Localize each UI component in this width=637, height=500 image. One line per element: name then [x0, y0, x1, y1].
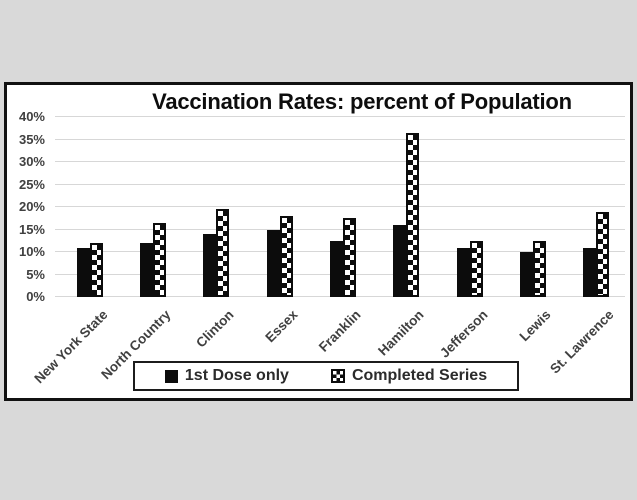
y-axis-tick-label: 5%	[26, 266, 45, 282]
y-axis-tick-label: 25%	[18, 176, 45, 192]
bar-completed-series-franklin	[343, 218, 356, 297]
y-axis-tick-label: 15%	[18, 221, 45, 237]
bar-1st-dose-only-jefferson	[456, 247, 470, 297]
x-axis-category-label: New York State	[31, 307, 111, 387]
bar-completed-series-lewis	[533, 240, 546, 297]
bar-1st-dose-only-essex	[266, 229, 280, 297]
y-axis-tick-label: 10%	[18, 244, 45, 259]
y-axis-tick-label: 20%	[18, 199, 45, 214]
bar-1st-dose-only-new-york-state	[76, 247, 90, 297]
y-axis-tick-label: 40%	[18, 109, 45, 124]
legend-item: 1st Dose only	[164, 367, 289, 385]
gridline	[55, 228, 625, 230]
gridline	[55, 206, 625, 207]
bar-1st-dose-only-lewis	[520, 252, 533, 297]
legend-item: Completed Series	[330, 367, 488, 385]
bar-completed-series-hamilton	[406, 132, 420, 297]
chart-title: Vaccination Rates: percent of Population	[152, 89, 572, 114]
legend-swatch-1st-dose-only-icon	[164, 369, 178, 383]
y-axis-tick-label: 0%	[26, 289, 45, 304]
gridline	[55, 138, 625, 140]
bar-1st-dose-only-st-lawrence	[583, 247, 597, 297]
chart-frame: Vaccination Rates: percent of Population…	[4, 82, 633, 401]
bar-1st-dose-only-clinton	[203, 234, 217, 297]
bar-1st-dose-only-franklin	[330, 240, 343, 297]
legend: 1st Dose only Completed Series	[133, 361, 519, 391]
gridline	[55, 183, 625, 185]
bar-completed-series-new-york-state	[89, 243, 103, 297]
plot-area	[55, 116, 625, 297]
gridline	[55, 161, 625, 162]
bar-completed-series-st-lawrence	[596, 211, 610, 297]
bar-1st-dose-only-hamilton	[393, 225, 407, 297]
gridline	[55, 116, 625, 117]
bar-completed-series-jefferson	[469, 240, 483, 297]
bar-completed-series-clinton	[216, 209, 230, 297]
bar-completed-series-north-country	[153, 222, 166, 297]
y-axis-tick-label: 30%	[18, 154, 45, 169]
bar-completed-series-essex	[279, 216, 293, 297]
bar-1st-dose-only-north-country	[140, 243, 153, 297]
legend-swatch-completed-series-icon	[330, 369, 345, 383]
legend-label: Completed Series	[351, 367, 488, 384]
legend-label: 1st Dose only	[184, 367, 289, 384]
y-axis-tick-label: 35%	[18, 131, 45, 147]
